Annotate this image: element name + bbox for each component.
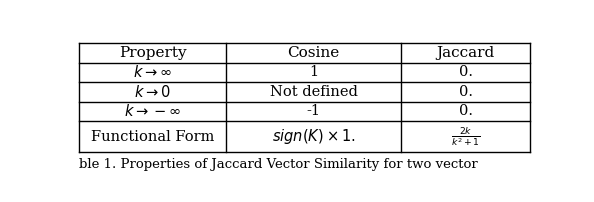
Text: Property: Property [119,46,187,60]
Text: 0.: 0. [459,85,473,99]
Text: 0.: 0. [459,104,473,119]
Text: -1: -1 [307,104,321,119]
Text: Cosine: Cosine [287,46,340,60]
Text: Functional Form: Functional Form [91,129,214,144]
Text: Jaccard: Jaccard [437,46,495,60]
Text: $k \rightarrow 0$: $k \rightarrow 0$ [134,84,171,100]
Text: $k \rightarrow \infty$: $k \rightarrow \infty$ [133,64,172,80]
Text: $\frac{2k}{k^2+1}$: $\frac{2k}{k^2+1}$ [451,125,481,148]
Text: Not defined: Not defined [270,85,358,99]
Text: $k \rightarrow -\infty$: $k \rightarrow -\infty$ [124,103,181,120]
Text: 1: 1 [309,65,318,79]
Text: $sign(K) \times 1.$: $sign(K) \times 1.$ [272,127,355,146]
Text: ble 1. Properties of Jaccard Vector Similarity for two vector: ble 1. Properties of Jaccard Vector Simi… [79,158,478,171]
Text: 0.: 0. [459,65,473,79]
